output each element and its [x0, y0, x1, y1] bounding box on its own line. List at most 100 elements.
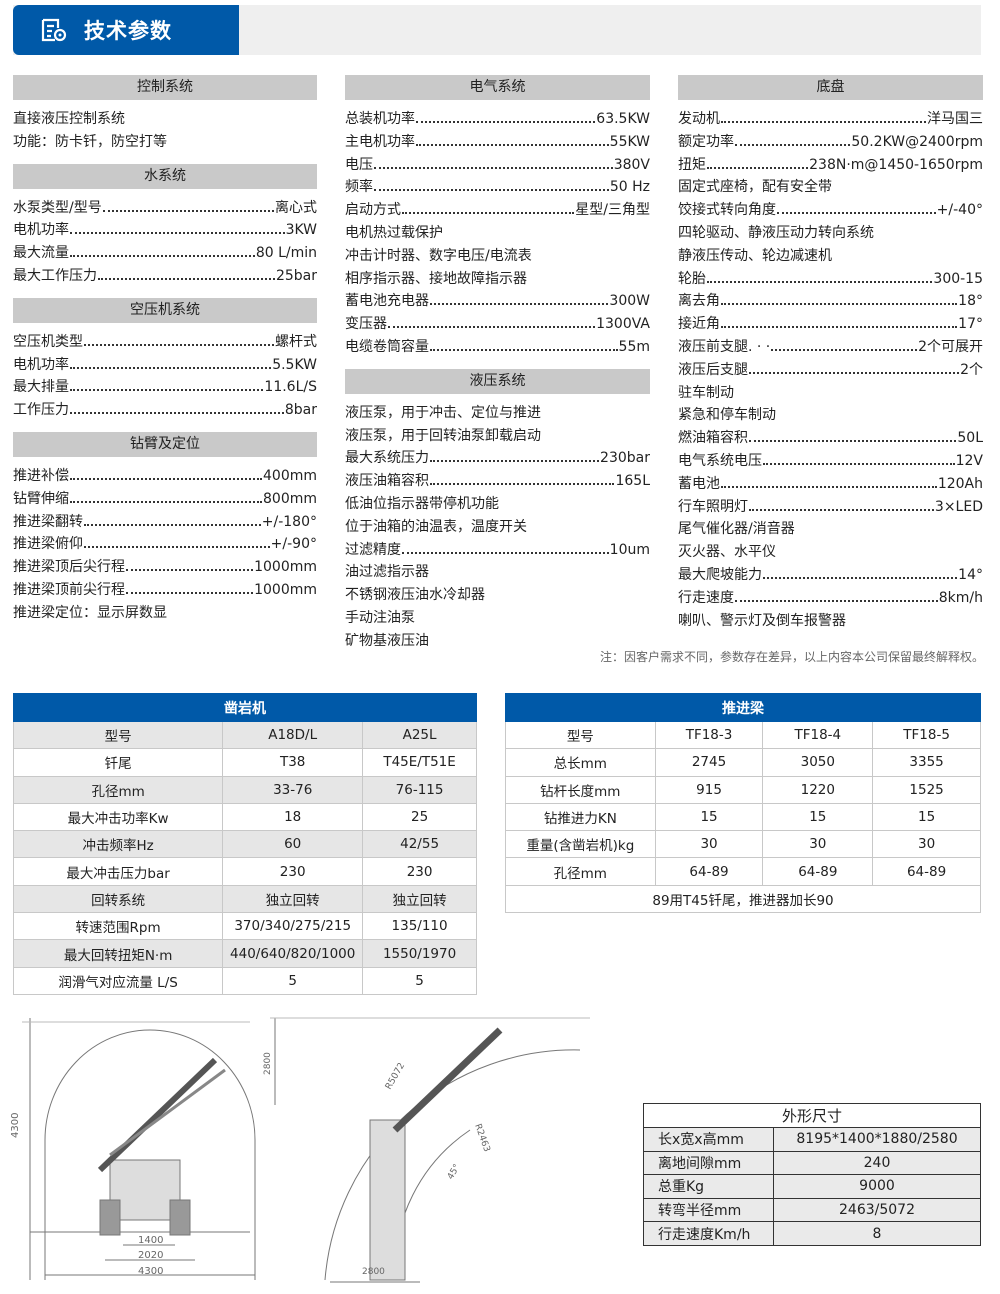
- dot-leader: [777, 199, 936, 215]
- spec-item: 电机热过载保护: [345, 222, 650, 245]
- spec-text: 冲击计时器、数字电压/电流表: [345, 247, 532, 264]
- spec-label: 推进梁翻转: [13, 513, 83, 530]
- table-cell: 3355: [872, 748, 981, 777]
- table-cell: 回转系统: [12, 884, 224, 914]
- spec-list: 直接液压控制系统 功能：防卡钎，防空打等: [13, 100, 317, 164]
- spec-value: 400mm: [263, 467, 317, 484]
- spec-value: 2个可展开: [918, 338, 983, 355]
- spec-item: 位于油箱的油温表，温度开关: [345, 516, 650, 539]
- spec-item: 四轮驱动、静液压动力转向系统: [678, 222, 983, 245]
- spec-item: 行走速度 8km/h: [678, 587, 983, 610]
- spec-value: 3KW: [285, 222, 317, 239]
- table-cell: 转弯半径mm: [643, 1197, 774, 1223]
- table-row: 总长mm 2745 3050 3355: [505, 748, 981, 777]
- table-cell: 15: [654, 802, 764, 832]
- front-view-drawing: [22, 1018, 256, 1280]
- table-cell: 64-89: [654, 857, 764, 886]
- dot-leader: [763, 564, 958, 579]
- spec-text: 电机热过载保护: [345, 224, 443, 241]
- spec-item: 静液压传动、轮边减速机: [678, 245, 983, 268]
- spec-value: 300-15: [933, 270, 983, 287]
- spec-item: 矿物基液压油: [345, 630, 650, 653]
- table-cell: 最大冲击功率Kw: [12, 802, 224, 832]
- spec-text: 手动注油泵: [345, 609, 415, 626]
- spec-item: 相序指示器、接地故障指示器: [345, 268, 650, 291]
- table-row: 最大冲击压力bar 230 230: [12, 857, 477, 886]
- spec-value: 1000mm: [254, 581, 317, 598]
- spec-value: 800mm: [263, 490, 317, 507]
- spec-value: 238N·m@1450-1650rpm: [809, 156, 983, 173]
- spec-item: 手动注油泵: [345, 607, 650, 630]
- table-cell: TF18-5: [872, 720, 981, 750]
- spec-item: 灭火器、水平仪: [678, 541, 983, 564]
- spec-label: 蓄电池: [678, 475, 720, 492]
- spec-label: 轮胎: [678, 270, 706, 287]
- spec-value: 1000mm: [254, 559, 317, 576]
- spec-item: 最大流量 80 L/min: [13, 242, 317, 265]
- spec-value: 63.5KW: [596, 111, 650, 127]
- spec-item: 电气系统电压 12V: [678, 450, 983, 473]
- table-cell: 1525: [872, 775, 981, 804]
- table-cell: 冲击频率Hz: [12, 830, 224, 859]
- table-cell: T45E/T51E: [362, 748, 477, 777]
- table-cell: 钎尾: [12, 748, 224, 777]
- dot-leader: [126, 556, 254, 572]
- table-row: 型号 TF18-3 TF18-4 TF18-5: [505, 720, 981, 750]
- spec-value: 50.2KW@2400rpm: [851, 133, 983, 150]
- dot-leader: [735, 131, 851, 146]
- spec-label: 液压后支腿: [678, 361, 748, 378]
- machine-drawings: 4300 1400 2020 4300 2800 R5072 R2463 45°…: [10, 1017, 590, 1283]
- side-radius-outer: R5072: [384, 1061, 407, 1091]
- table-cell: 915: [654, 775, 764, 804]
- dot-leader: [126, 579, 254, 594]
- spec-item: 紧急和停车制动: [678, 404, 983, 427]
- spec-text: 尾气催化器/消音器: [678, 521, 795, 538]
- spec-value: +/-90°: [270, 536, 317, 553]
- table-cell: 1550/1970: [362, 939, 477, 968]
- spec-label: 接近角: [678, 316, 720, 333]
- spec-label: 工作压力: [13, 402, 69, 419]
- spec-item: 液压后支腿 2个: [678, 359, 983, 382]
- spec-item: 最大工作压力 25bar: [13, 265, 317, 288]
- spec-item: 饺接式转向角度 +/-40°: [678, 199, 983, 222]
- dot-leader: [430, 447, 600, 463]
- table-cell: 3050: [762, 748, 874, 777]
- document-settings-icon: [41, 18, 67, 42]
- spec-label: 总装机功率: [345, 111, 415, 127]
- table-row: 润滑气对应流量 L/S 5 5: [12, 966, 477, 995]
- spec-list: 液压泵，用于冲击、定位与推进 液压泵，用于回转油泵卸载启动 最大系统压力 230bar…: [345, 394, 650, 663]
- spec-item: 最大排量 11.6L/S: [13, 376, 317, 399]
- table-cell: 5: [362, 966, 477, 995]
- spec-label: 饺接式转向角度: [678, 202, 776, 219]
- spec-value: 12V: [955, 452, 983, 469]
- spec-text: 液压泵，用于回转油泵卸载启动: [345, 427, 541, 444]
- spec-text: 四轮驱动、静液压动力转向系统: [678, 224, 874, 241]
- spec-text: 位于油箱的油温表，温度开关: [345, 518, 527, 535]
- table-cell: TF18-3: [654, 720, 764, 750]
- spec-value: 8bar: [284, 402, 317, 419]
- table-cell: 孔径mm: [505, 857, 656, 886]
- spec-value: +/-180°: [261, 513, 317, 530]
- table-row: 重量(含凿岩机)kg 30 30 30: [505, 830, 981, 859]
- spec-item: 轮胎 300-15: [678, 268, 983, 291]
- spec-text: 低油位指示器带停机功能: [345, 495, 499, 512]
- spec-item: 工作压力 8bar: [13, 399, 317, 422]
- spec-label: 电压: [345, 156, 373, 173]
- table-cell: 8195*1400*1880/2580: [773, 1127, 981, 1152]
- spec-item: 过滤精度 10um: [345, 539, 650, 562]
- spec-label: 过滤精度: [345, 541, 401, 558]
- spec-text: 推进梁定位：显示屏数显: [13, 604, 167, 621]
- dot-leader: [84, 331, 274, 346]
- dot-leader: [749, 496, 934, 511]
- spec-list: 总装机功率 63.5KW 主电机功率 55KW 电压 380V 频率 50 Hz 启动方式 星型/…: [345, 100, 650, 369]
- disclaimer-note: 注：因客户需求不同，参数存在差异，以上内容本公司保留最终解释权。: [599, 650, 984, 664]
- spec-value: +/-40°: [936, 202, 983, 219]
- table-cell: 370/340/275/215: [222, 912, 364, 941]
- dot-leader: [430, 336, 618, 351]
- spec-label: 电缆卷筒容量: [345, 338, 429, 355]
- spec-item: 液压前支腿. · · 2个可展开: [678, 336, 983, 359]
- table-cell: 60: [222, 830, 364, 859]
- spec-label: 最大系统压力: [345, 450, 429, 467]
- spec-value: 230bar: [600, 450, 650, 467]
- dot-leader: [388, 313, 596, 329]
